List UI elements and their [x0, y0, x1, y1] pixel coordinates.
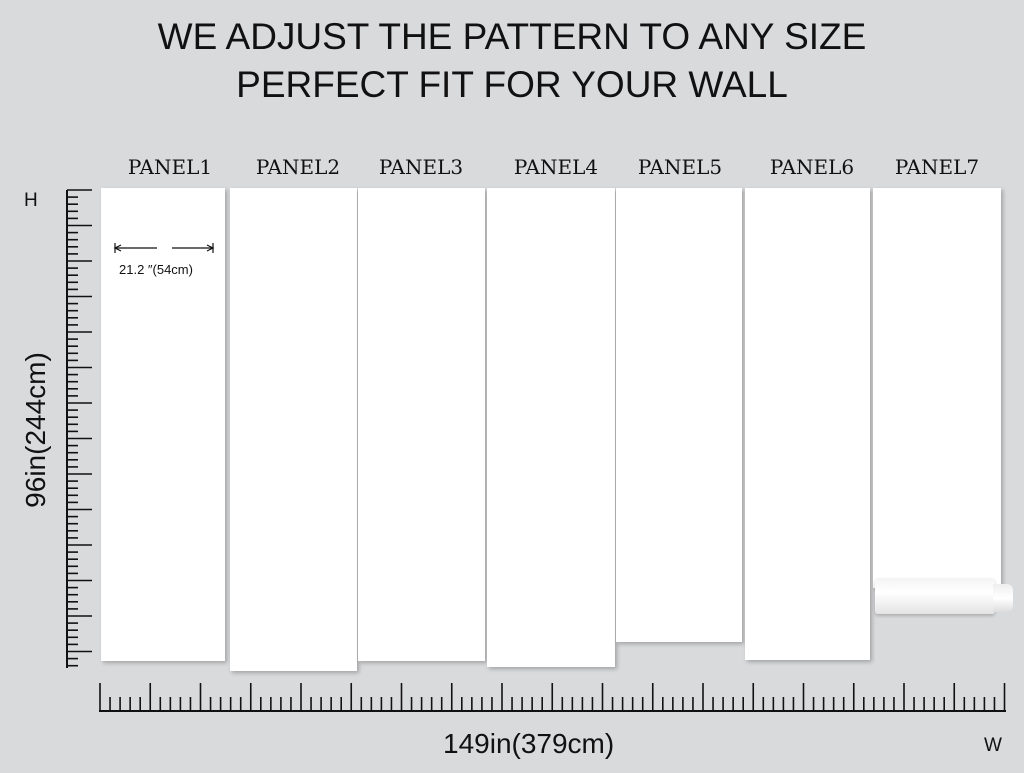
- panel-label-7: PANEL7: [894, 155, 980, 179]
- panel-label-1: PANEL1: [127, 155, 213, 179]
- panel-label-3: PANEL3: [378, 155, 464, 179]
- h-axis-letter: H: [24, 190, 38, 211]
- panel-7: [873, 188, 1001, 588]
- panel-label-2: PANEL2: [255, 155, 341, 179]
- panel-4: [487, 188, 615, 667]
- heading-line-1: WE ADJUST THE PATTERN TO ANY SIZE: [157, 16, 867, 57]
- vertical-ruler: [66, 189, 92, 668]
- w-axis-letter: W: [984, 735, 1002, 756]
- panel-6: [745, 188, 870, 660]
- panel-3: [358, 188, 485, 661]
- panel-label-5: PANEL5: [637, 155, 723, 179]
- panel-2: [230, 188, 357, 671]
- height-label: 96in(244cm): [20, 352, 51, 508]
- horizontal-ruler: [99, 683, 1006, 712]
- panel-label-4: PANEL4: [513, 155, 599, 179]
- panel-5: [616, 188, 742, 642]
- width-label: 149in(379cm): [443, 728, 615, 759]
- panel-width-arrow: [113, 243, 215, 253]
- heading-line-2: PERFECT FIT FOR YOUR WALL: [236, 64, 788, 105]
- panel-1: [101, 188, 225, 661]
- wallpaper-roll-end: [993, 584, 1013, 612]
- panel-width-label: 21.2 ″(54cm): [119, 262, 193, 277]
- panel-label-6: PANEL6: [769, 155, 855, 179]
- wallpaper-roll: [875, 578, 995, 614]
